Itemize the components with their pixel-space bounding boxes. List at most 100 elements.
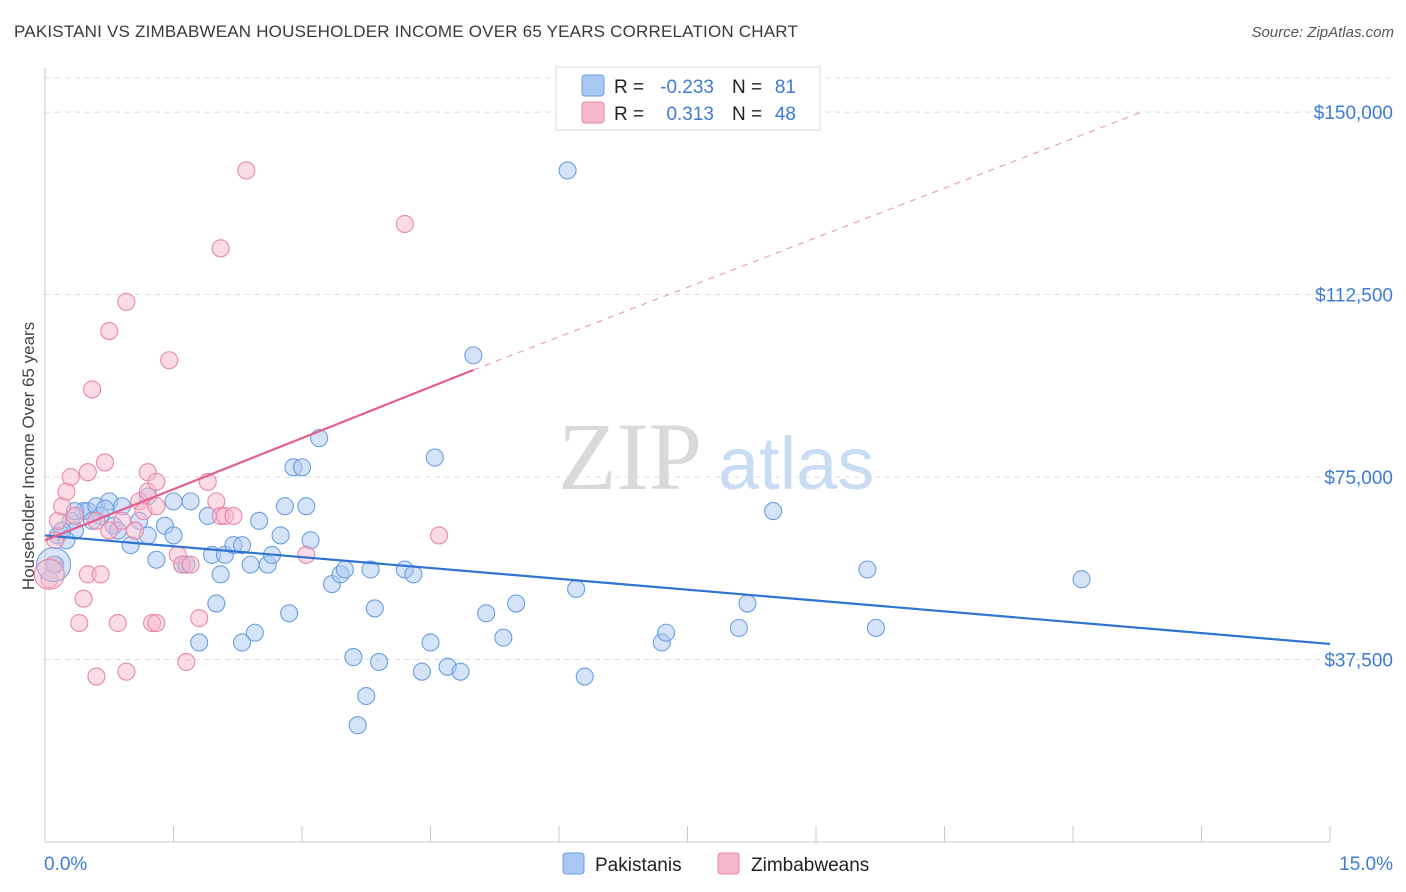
point-pakistanis (866, 618, 886, 637)
point-zimbabweans (78, 463, 97, 482)
point-pakistanis (245, 623, 264, 642)
point-zimbabweans (125, 521, 144, 540)
point-pakistanis (361, 560, 380, 579)
legend-r-label-2: R = (614, 104, 644, 125)
point-pakistanis (181, 492, 200, 511)
point-zimbabweans (113, 511, 132, 530)
point-pakistanis (250, 511, 269, 530)
point-pakistanis (292, 458, 312, 477)
point-pakistanis (764, 502, 783, 521)
point-pakistanis (494, 628, 513, 647)
point-zimbabweans (65, 506, 85, 526)
chart-source: Source: ZipAtlas.com (1251, 24, 1394, 41)
point-zimbabweans (147, 613, 166, 633)
x-tick-label-max: 15.0% (1339, 854, 1393, 875)
y-tick-label: $75,000 (1324, 468, 1393, 489)
y-tick-label: $150,000 (1314, 103, 1393, 124)
point-pakistanis (738, 594, 757, 613)
point-pakistanis (657, 623, 676, 642)
point-zimbabweans (147, 497, 166, 516)
legend-swatch-pakistanis (581, 74, 605, 97)
point-zimbabweans (177, 652, 196, 671)
point-zimbabweans (74, 589, 93, 608)
point-pakistanis (207, 594, 226, 613)
point-pakistanis (1072, 570, 1091, 589)
point-zimbabweans (61, 467, 80, 487)
legend-r-value-1: -0.233 (660, 77, 714, 98)
point-zimbabweans (44, 555, 63, 574)
watermark: ZIP atlas (558, 403, 874, 510)
point-pakistanis (421, 633, 440, 652)
legend-bottom-swatch-pakistanis (562, 852, 585, 875)
trend-line-pakistanis (44, 534, 1331, 646)
point-pakistanis (164, 526, 183, 545)
point-pakistanis (241, 555, 260, 574)
point-zimbabweans (117, 662, 136, 681)
point-zimbabweans (395, 214, 414, 234)
point-pakistanis (348, 716, 367, 735)
point-pakistanis (729, 618, 748, 637)
legend-r-label-1: R = (614, 77, 644, 98)
point-pakistanis (280, 604, 299, 623)
y-tick-labels: $37,500 $75,000 $112,500 $150,000 (1314, 103, 1393, 671)
point-zimbabweans (87, 667, 106, 686)
point-pakistanis (477, 604, 496, 623)
legend-bottom-label-pakistanis: Pakistanis (595, 855, 682, 876)
legend-bottom-label-zimbabweans: Zimbabweans (751, 855, 869, 876)
point-zimbabweans (95, 453, 115, 472)
point-pakistanis (507, 594, 526, 613)
point-zimbabweans (430, 526, 449, 545)
y-tick-label: $112,500 (1315, 286, 1393, 307)
legend-bottom-swatch-zimbabweans (717, 852, 740, 875)
point-pakistanis (147, 550, 166, 569)
point-pakistanis (344, 648, 363, 667)
legend-n-value-1: 81 (775, 77, 796, 98)
point-zimbabweans (83, 380, 102, 399)
trend-lines (44, 111, 1331, 646)
point-zimbabweans (181, 555, 200, 574)
point-zimbabweans (297, 545, 316, 564)
legend-n-label-2: N = (732, 104, 762, 125)
legend-r-value-2: 0.313 (666, 104, 714, 125)
point-zimbabweans-cluster (33, 558, 65, 590)
watermark-zip: ZIP (558, 403, 702, 510)
point-zimbabweans (100, 321, 119, 341)
point-zimbabweans (190, 609, 209, 628)
watermark-atlas: atlas (718, 422, 874, 505)
point-pakistanis (271, 526, 290, 545)
point-pakistanis (558, 161, 577, 180)
point-pakistanis (451, 662, 470, 681)
point-pakistanis (412, 662, 431, 681)
point-pakistanis (370, 652, 389, 671)
point-zimbabweans (224, 506, 243, 526)
point-pakistanis (567, 579, 586, 599)
point-zimbabweans (237, 161, 256, 180)
trend-line-zimbabweans (44, 368, 474, 542)
chart-title: PAKISTANI VS ZIMBABWEAN HOUSEHOLDER INCO… (14, 22, 799, 41)
point-zimbabweans (117, 292, 136, 311)
point-pakistanis-cluster (36, 547, 72, 583)
point-pakistanis (232, 536, 252, 555)
point-pakistanis (275, 497, 294, 516)
point-zimbabweans (70, 613, 89, 633)
legend-n-label-1: N = (732, 77, 762, 98)
point-zimbabweans (108, 613, 127, 633)
x-tick-label-min: 0.0% (44, 854, 87, 875)
point-zimbabweans (211, 239, 230, 258)
y-tick-label: $37,500 (1324, 651, 1393, 672)
point-pakistanis (365, 599, 384, 618)
point-pakistanis (297, 497, 316, 516)
x-tick-labels: 0.0% 15.0% (44, 854, 1393, 875)
legend-bottom: Pakistanis Zimbabweans (562, 852, 869, 876)
point-pakistanis (335, 560, 354, 579)
point-pakistanis (404, 565, 423, 584)
point-pakistanis (575, 667, 594, 686)
point-pakistanis (232, 633, 252, 652)
point-zimbabweans (147, 472, 166, 491)
point-pakistanis (164, 492, 183, 511)
point-pakistanis (425, 448, 444, 467)
point-pakistanis (211, 565, 230, 584)
legend-top: R = -0.233 N = 81 R = 0.313 N = 48 (555, 66, 821, 131)
axes (44, 68, 1331, 843)
